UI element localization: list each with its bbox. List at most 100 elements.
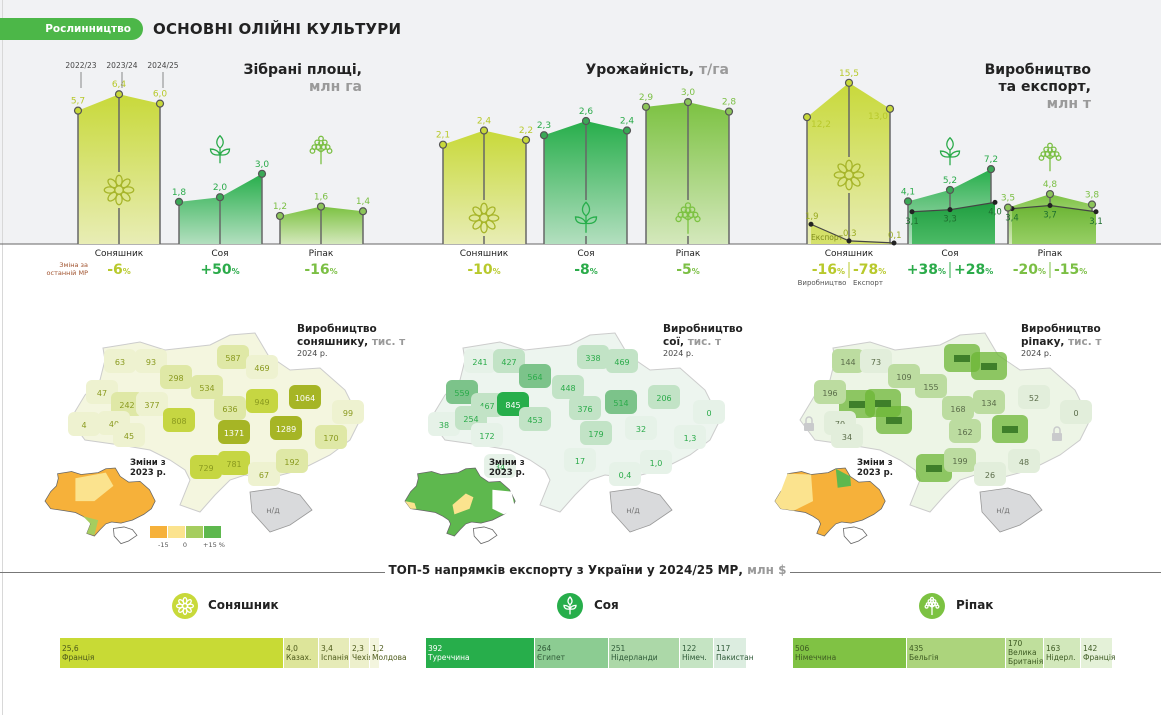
region-value: 179 bbox=[588, 430, 603, 439]
legend-label: 0 bbox=[183, 541, 187, 549]
export-point bbox=[891, 240, 897, 246]
map-title: сої, bbox=[663, 335, 685, 348]
region-value: 376 bbox=[577, 405, 592, 414]
region-value: 109 bbox=[896, 373, 911, 382]
export-country: Чехія bbox=[352, 653, 373, 662]
region-shade bbox=[944, 448, 976, 472]
petal bbox=[487, 214, 500, 222]
region-value: 162 bbox=[957, 428, 972, 437]
crop-label: Соняшник bbox=[825, 249, 874, 259]
section-badge[interactable]: Рослинництво bbox=[0, 18, 143, 40]
bar-sunflower-1: 2,1 2,4 2,2 bbox=[436, 116, 533, 244]
change-map bbox=[774, 467, 886, 545]
percent-sign: % bbox=[590, 267, 598, 276]
region-value: 48 bbox=[1019, 458, 1029, 467]
region-value: 172 bbox=[479, 432, 494, 441]
pod bbox=[1049, 151, 1056, 158]
export-point bbox=[992, 199, 998, 205]
region-value: 1,0 bbox=[650, 459, 663, 468]
changes-label: Зміни з 2023 р. bbox=[857, 458, 893, 478]
value-label: 3,0 bbox=[681, 88, 696, 98]
change-note-line: Зміна за bbox=[59, 261, 88, 269]
change-percent: +50% bbox=[200, 262, 239, 278]
export-bar-segment: 117 Пакистан bbox=[714, 638, 754, 668]
region-value: 1,3 bbox=[684, 434, 697, 443]
region-value-marker bbox=[1002, 426, 1018, 433]
year-label: 2023/24 bbox=[106, 61, 137, 70]
region-value: 636 bbox=[222, 405, 237, 414]
percent-sign: % bbox=[493, 267, 501, 276]
map-year: 2024 р. bbox=[297, 349, 328, 358]
crop-label: Соя bbox=[941, 249, 958, 259]
region-shade bbox=[270, 416, 302, 440]
export-value: 25,6 bbox=[62, 644, 79, 653]
region-shade bbox=[86, 380, 118, 404]
pod bbox=[687, 211, 695, 219]
export-country: Німеччина bbox=[795, 653, 837, 662]
value-label: 13,0 bbox=[868, 112, 888, 122]
region-shade bbox=[564, 448, 596, 472]
region-shade bbox=[609, 462, 641, 486]
petal bbox=[833, 171, 846, 179]
map-title-sunflower: Виробництво соняшнику, тис. т 2024 р. bbox=[297, 323, 405, 361]
region-value: 448 bbox=[560, 384, 575, 393]
region-shade bbox=[104, 349, 136, 373]
value-label: 1,6 bbox=[314, 193, 329, 203]
region-value: 467 bbox=[479, 402, 494, 411]
region-shade bbox=[860, 349, 892, 373]
pod bbox=[675, 215, 682, 223]
region-value-marker bbox=[954, 355, 970, 362]
region-shade bbox=[111, 392, 143, 416]
region-shade bbox=[217, 345, 249, 369]
export-country: Франція bbox=[1083, 653, 1116, 662]
divider bbox=[790, 572, 1161, 573]
region-value: 199 bbox=[952, 457, 967, 466]
export-bar-segment: 163 Нідерл. bbox=[1044, 638, 1081, 668]
export-value: 435 bbox=[909, 644, 924, 653]
region-shade bbox=[218, 451, 250, 475]
region-value: 427 bbox=[501, 358, 516, 367]
petal bbox=[185, 606, 192, 613]
map-unit: тис. т bbox=[687, 335, 722, 348]
crop-label: Ріпак bbox=[1038, 249, 1063, 259]
region-value: 155 bbox=[923, 383, 938, 392]
region-shade bbox=[569, 396, 601, 420]
export-change: -15% bbox=[1054, 262, 1087, 278]
panel-title: Зібрані площі, bbox=[243, 62, 362, 78]
data-point bbox=[73, 106, 83, 115]
region-shade bbox=[135, 349, 167, 373]
bar-rapeseed-2: 3,4 3,7 3,1 3,5 4,8 3,8 bbox=[1001, 142, 1103, 244]
export-country: Єгипет bbox=[537, 653, 565, 662]
region-shade bbox=[1018, 385, 1050, 409]
region-shade bbox=[625, 416, 657, 440]
bar-sunflower-2: 1,9 0,3 0,1 Експорт 12,2 15,5 13,0 bbox=[802, 69, 902, 246]
region-shade bbox=[289, 385, 321, 409]
petal bbox=[178, 599, 185, 606]
data-point bbox=[622, 126, 632, 135]
change-note: Зміна за останній МР bbox=[47, 261, 89, 277]
petal bbox=[468, 214, 481, 222]
petal bbox=[472, 206, 483, 217]
data-point bbox=[316, 202, 326, 211]
region-value-marker bbox=[875, 400, 891, 407]
data-point bbox=[257, 169, 267, 178]
crimea-label: н/д bbox=[266, 506, 280, 515]
petal bbox=[480, 221, 488, 234]
export-value-label: 3,1 bbox=[1089, 217, 1103, 227]
crop-label: Соняшник bbox=[95, 249, 144, 259]
bar-soy-1: 2,3 2,6 2,4 bbox=[537, 107, 634, 244]
export-bar-segment: 3,4 Іспанія bbox=[319, 638, 350, 668]
region-value: 1064 bbox=[295, 394, 315, 403]
bar-soy-2: 3,1 3,3 4,0 4,1 5,2 7,2 bbox=[901, 136, 1002, 244]
percent-sign: % bbox=[1079, 267, 1087, 276]
export-country: Іспанія bbox=[321, 653, 349, 662]
map-year: 2024 р. bbox=[663, 349, 694, 358]
change-map bbox=[404, 467, 516, 545]
value-label: 5,7 bbox=[71, 97, 85, 107]
percent-sign: % bbox=[938, 267, 946, 276]
sprout bbox=[563, 596, 577, 615]
percent-sign: % bbox=[123, 267, 131, 276]
region-shade bbox=[888, 364, 920, 388]
export-bar-segment: 25,6 Франція bbox=[60, 638, 284, 668]
petal bbox=[107, 178, 118, 189]
